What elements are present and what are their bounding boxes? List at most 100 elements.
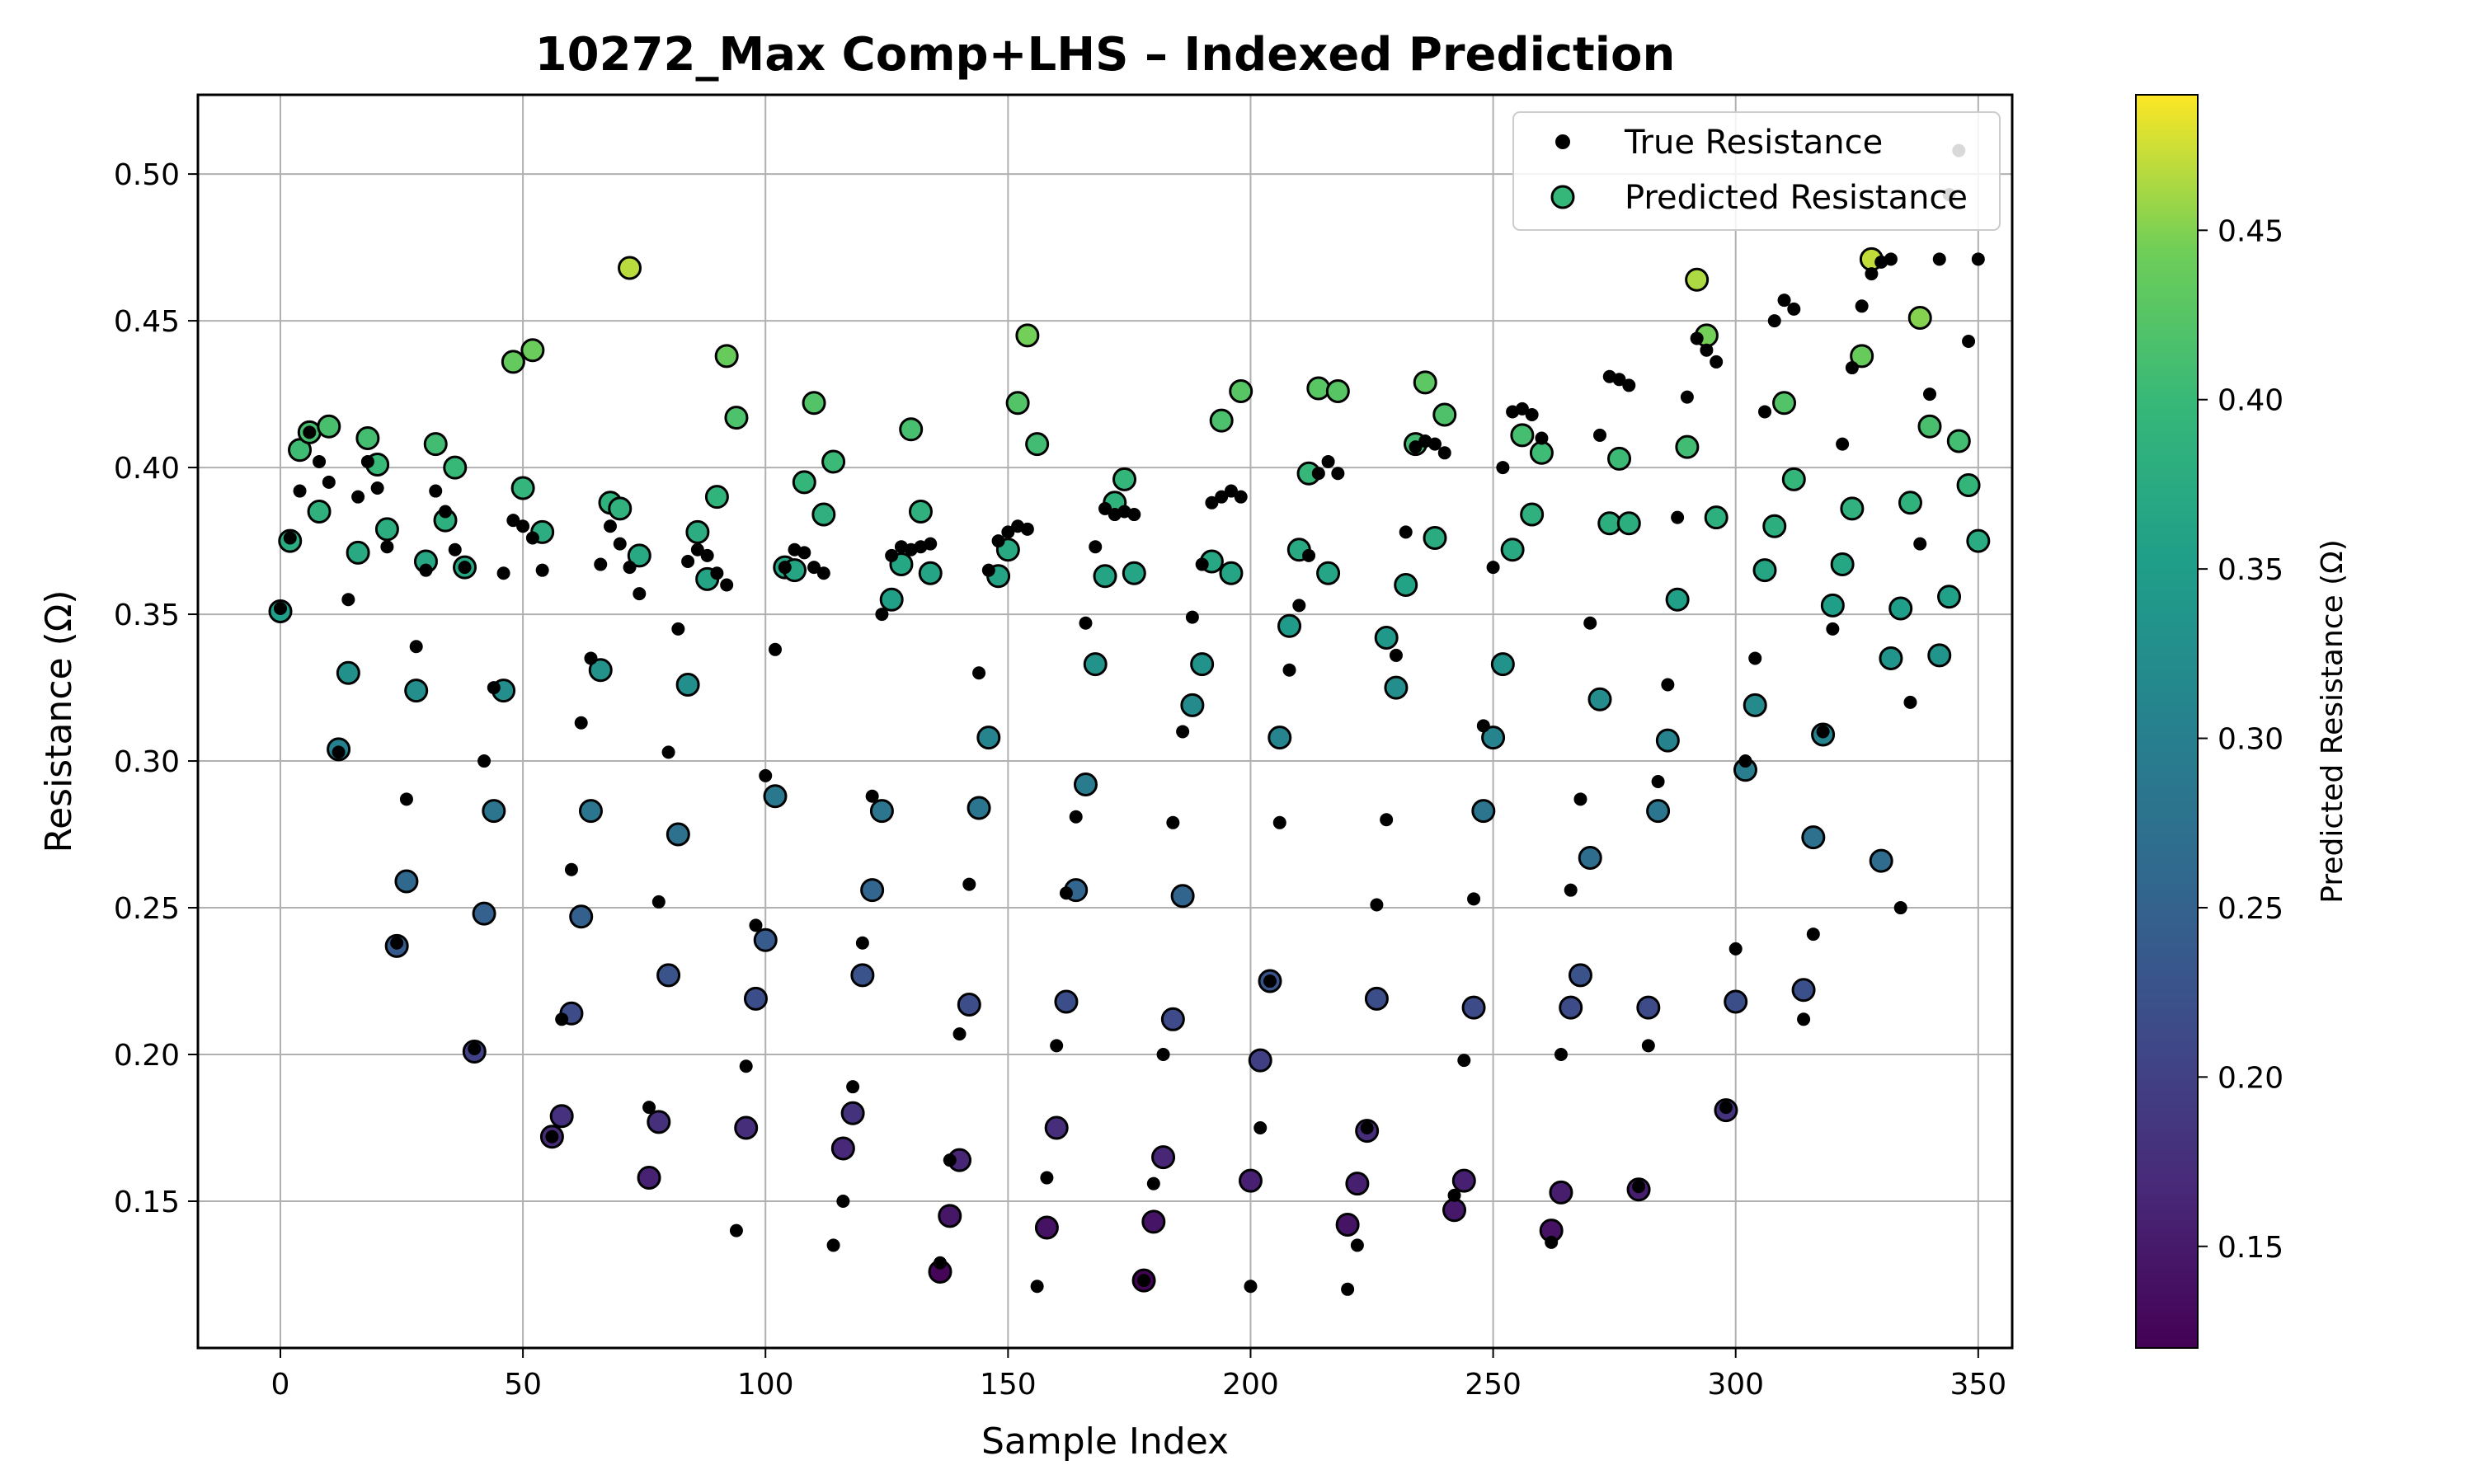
x-axis: 0 50 100 150 200 250 300 350 xyxy=(271,1348,2006,1402)
predicted-point xyxy=(666,822,690,847)
true-point xyxy=(1040,1171,1054,1185)
true-point xyxy=(1651,774,1665,788)
predicted-point xyxy=(879,587,904,612)
true-point xyxy=(1719,1101,1733,1115)
predicted-point xyxy=(1423,526,1447,551)
plot-frame xyxy=(196,93,2014,1350)
true-point xyxy=(1535,431,1549,445)
true-point xyxy=(759,768,773,782)
true-point xyxy=(1855,299,1869,313)
predicted-point xyxy=(1704,505,1729,530)
predicted-point xyxy=(1471,799,1496,824)
predicted-point xyxy=(1219,561,1244,585)
true-point xyxy=(1710,355,1724,369)
predicted-point xyxy=(1034,1215,1059,1240)
predicted-point xyxy=(1432,402,1457,427)
colorbar-tick-label: 0.15 xyxy=(2218,1231,2284,1265)
predicted-point xyxy=(811,502,836,527)
predicted-point xyxy=(1685,267,1710,292)
predicted-point xyxy=(482,799,506,824)
true-point xyxy=(1447,1188,1461,1202)
predicted-point xyxy=(1850,344,1874,369)
true-point xyxy=(1700,343,1714,357)
x-tick-label: 150 xyxy=(980,1368,1037,1402)
true-point xyxy=(690,542,704,556)
predicted-point xyxy=(1345,1172,1370,1196)
true-point xyxy=(564,862,578,876)
true-point xyxy=(1962,335,1976,349)
true-point xyxy=(952,1027,967,1041)
true-point xyxy=(1525,408,1539,422)
true-point xyxy=(1671,510,1685,524)
predicted-point xyxy=(394,869,419,894)
predicted-point xyxy=(1374,626,1399,650)
true-point xyxy=(1176,725,1190,739)
predicted-point xyxy=(1451,1168,1476,1193)
true-point xyxy=(1787,302,1801,316)
true-point xyxy=(604,519,617,533)
true-point xyxy=(1215,490,1229,504)
true-point xyxy=(710,566,724,580)
true-point xyxy=(1893,901,1907,915)
predicted-point xyxy=(1394,572,1418,597)
true-point xyxy=(1632,1180,1646,1194)
true-point xyxy=(1457,1054,1471,1068)
predicted-point xyxy=(1180,693,1205,717)
predicted-point xyxy=(1044,1115,1069,1140)
predicted-point xyxy=(1442,1198,1467,1223)
predicted-point xyxy=(1607,446,1632,471)
y-axis-label: Resistance (Ω) xyxy=(38,589,80,852)
predicted-point xyxy=(908,499,933,524)
true-point xyxy=(739,1059,753,1073)
true-point xyxy=(409,640,423,654)
true-point xyxy=(855,936,869,950)
true-point xyxy=(1690,331,1704,345)
true-point xyxy=(797,546,811,560)
true-point xyxy=(399,792,413,806)
predicted-point xyxy=(549,1104,574,1129)
predicted-point xyxy=(1869,848,1893,873)
true-point xyxy=(448,542,462,556)
true-point xyxy=(807,561,821,575)
legend-box xyxy=(1512,111,2001,231)
predicted-point xyxy=(510,476,535,500)
true-point xyxy=(1777,294,1791,308)
predicted-point xyxy=(1956,472,1981,497)
predicted-point xyxy=(317,414,341,439)
predicted-point xyxy=(899,417,924,442)
predicted-point xyxy=(501,350,525,374)
predicted-point xyxy=(1907,306,1932,331)
true-point xyxy=(962,877,976,891)
predicted-point xyxy=(763,784,788,809)
true-point xyxy=(380,540,394,554)
true-point xyxy=(1583,616,1597,630)
predicted-point xyxy=(714,344,739,369)
true-point xyxy=(769,642,782,656)
predicted-point xyxy=(1879,646,1903,670)
true-point xyxy=(1370,898,1384,912)
true-point xyxy=(642,1101,656,1115)
true-point xyxy=(836,1195,850,1209)
predicted-point xyxy=(1229,379,1253,404)
y-tick-label: 0.15 xyxy=(114,1186,180,1219)
true-point xyxy=(293,484,307,498)
true-point xyxy=(981,563,995,577)
true-point xyxy=(1059,886,1073,900)
true-point xyxy=(651,895,666,909)
true-point xyxy=(545,1129,559,1144)
legend: True Resistance Predicted Resistance xyxy=(1512,111,2001,231)
predicted-point xyxy=(520,338,545,363)
true-point xyxy=(351,490,365,504)
true-point xyxy=(1098,501,1112,515)
true-point xyxy=(749,918,763,932)
predicted-point xyxy=(608,496,633,521)
predicted-point xyxy=(1268,726,1292,750)
y-tick-label: 0.25 xyxy=(114,892,180,926)
true-point xyxy=(1845,361,1859,375)
predicted-point xyxy=(1054,989,1079,1014)
predicted-point xyxy=(1413,370,1437,395)
predicted-point xyxy=(1830,552,1855,577)
true-point xyxy=(875,608,889,622)
predicted-point xyxy=(1559,995,1583,1020)
predicted-point xyxy=(1025,432,1050,457)
